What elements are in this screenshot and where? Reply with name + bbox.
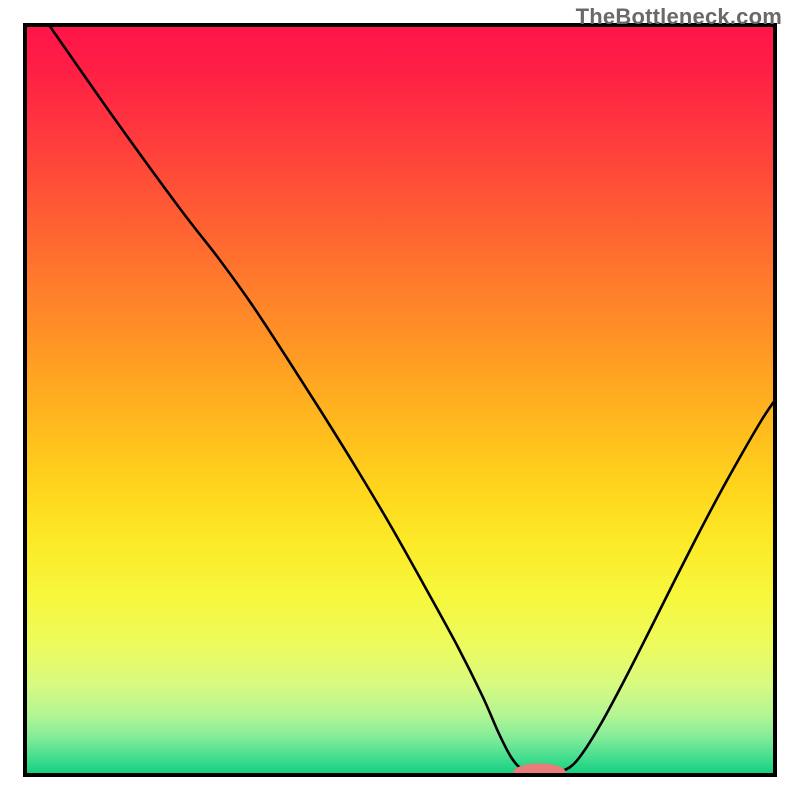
plot-area (25, 25, 775, 781)
optimal-marker (513, 763, 566, 781)
gradient-background (25, 25, 775, 775)
watermark-text: TheBottleneck.com (576, 4, 782, 30)
chart-stage: TheBottleneck.com (0, 0, 800, 800)
bottleneck-chart (0, 0, 800, 800)
